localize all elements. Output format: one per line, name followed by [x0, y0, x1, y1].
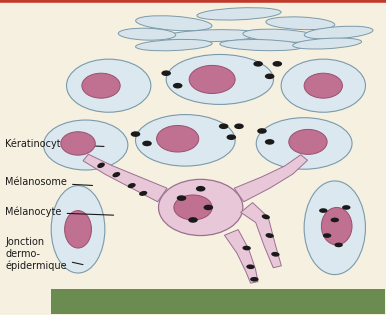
- Ellipse shape: [142, 140, 152, 146]
- Ellipse shape: [234, 123, 244, 129]
- Ellipse shape: [161, 70, 171, 76]
- Ellipse shape: [131, 131, 140, 137]
- Ellipse shape: [323, 233, 331, 238]
- Text: Kératinocyte: Kératinocyte: [5, 138, 104, 149]
- Ellipse shape: [219, 123, 229, 129]
- Ellipse shape: [257, 128, 267, 134]
- Ellipse shape: [289, 129, 327, 154]
- Ellipse shape: [188, 217, 198, 223]
- Ellipse shape: [82, 73, 120, 98]
- Ellipse shape: [246, 264, 255, 269]
- Ellipse shape: [66, 59, 151, 112]
- Ellipse shape: [253, 61, 263, 67]
- Ellipse shape: [203, 205, 213, 210]
- Bar: [51, 289, 384, 314]
- Ellipse shape: [159, 179, 243, 236]
- Ellipse shape: [266, 233, 274, 238]
- Ellipse shape: [265, 73, 274, 79]
- Ellipse shape: [135, 16, 212, 31]
- Ellipse shape: [196, 186, 205, 192]
- Ellipse shape: [342, 205, 350, 210]
- Ellipse shape: [265, 139, 274, 145]
- Ellipse shape: [44, 120, 128, 170]
- Ellipse shape: [322, 208, 352, 245]
- Ellipse shape: [189, 66, 235, 94]
- Ellipse shape: [243, 29, 319, 42]
- Ellipse shape: [293, 38, 362, 49]
- Text: Jonction
dermo-
épidermique: Jonction dermo- épidermique: [5, 238, 83, 271]
- Polygon shape: [225, 230, 258, 283]
- Ellipse shape: [250, 277, 259, 282]
- Ellipse shape: [242, 246, 251, 250]
- Text: Mélanocyte: Mélanocyte: [5, 207, 113, 217]
- Ellipse shape: [262, 214, 270, 219]
- Polygon shape: [241, 203, 281, 268]
- Ellipse shape: [227, 135, 236, 140]
- Ellipse shape: [97, 163, 105, 168]
- Ellipse shape: [61, 132, 95, 155]
- Ellipse shape: [304, 181, 366, 275]
- Ellipse shape: [164, 30, 260, 42]
- Ellipse shape: [319, 208, 327, 213]
- Ellipse shape: [256, 118, 352, 169]
- Ellipse shape: [281, 59, 366, 112]
- Polygon shape: [234, 155, 308, 202]
- Ellipse shape: [51, 186, 105, 273]
- Ellipse shape: [135, 39, 212, 51]
- Ellipse shape: [135, 115, 235, 166]
- Ellipse shape: [273, 61, 282, 67]
- Ellipse shape: [157, 125, 199, 152]
- Text: Mélanosome: Mélanosome: [5, 177, 93, 187]
- Ellipse shape: [330, 218, 339, 222]
- Ellipse shape: [64, 211, 91, 248]
- Polygon shape: [83, 154, 167, 202]
- Ellipse shape: [271, 252, 279, 257]
- Ellipse shape: [177, 195, 186, 201]
- Ellipse shape: [197, 8, 281, 20]
- Ellipse shape: [166, 54, 273, 104]
- Ellipse shape: [139, 191, 147, 196]
- Ellipse shape: [174, 195, 212, 220]
- Ellipse shape: [334, 243, 343, 247]
- Ellipse shape: [304, 26, 373, 39]
- Ellipse shape: [128, 183, 136, 188]
- Ellipse shape: [266, 17, 335, 30]
- Ellipse shape: [112, 172, 120, 177]
- Ellipse shape: [118, 28, 176, 40]
- Ellipse shape: [173, 83, 183, 89]
- Ellipse shape: [220, 39, 304, 51]
- Ellipse shape: [304, 73, 342, 98]
